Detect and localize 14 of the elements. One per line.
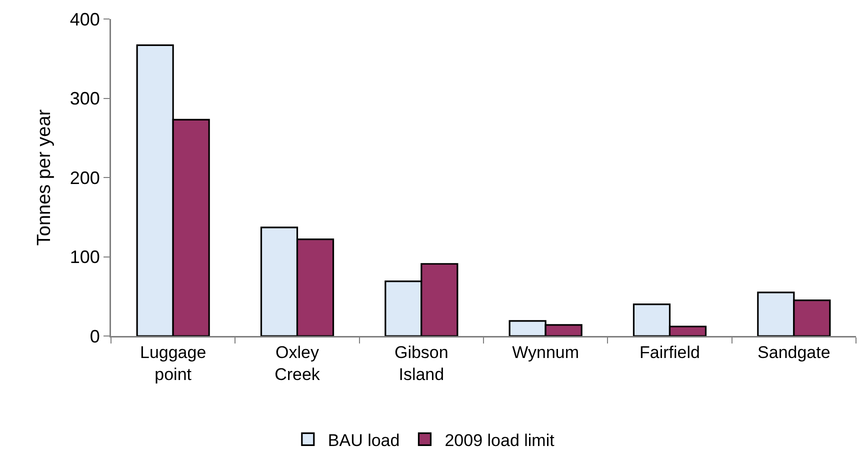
- x-tick-label: Oxley Creek: [274, 342, 320, 384]
- legend-label: 2009 load limit: [444, 430, 555, 450]
- x-tick-label: Luggage point: [140, 342, 206, 384]
- y-axis-title: Tonnes per year: [34, 108, 55, 246]
- y-tick-label: 100: [70, 247, 100, 268]
- y-tick-label: 0: [90, 326, 100, 346]
- y-tick-label: 300: [70, 88, 100, 109]
- y-tick-label: 200: [70, 168, 100, 188]
- x-tick-label: Gibson Island: [394, 342, 448, 384]
- legend-label: BAU load: [328, 430, 400, 450]
- x-tick-label: Wynnum: [512, 342, 580, 362]
- y-tick-label: 400: [70, 9, 100, 30]
- x-tick-label: Fairfield: [640, 342, 700, 362]
- x-tick-label: Sandgate: [758, 342, 830, 362]
